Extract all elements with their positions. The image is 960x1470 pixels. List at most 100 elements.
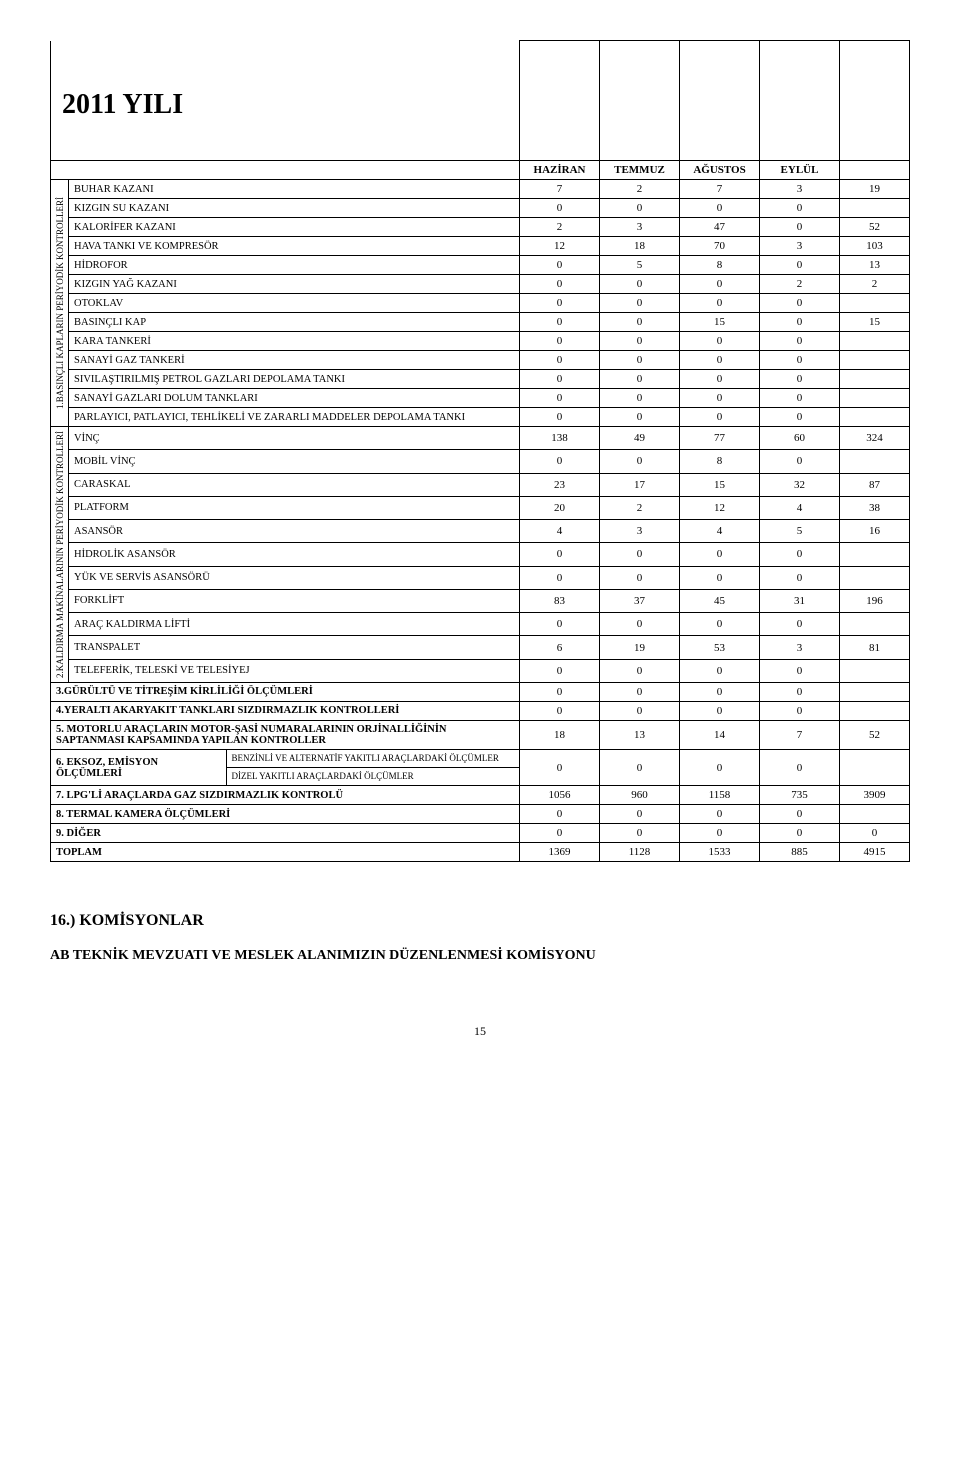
- cell: 0: [600, 351, 680, 370]
- cell: 0: [600, 824, 680, 843]
- row-label: 5. MOTORLU ARAÇLARIN MOTOR-ŞASİ NUMARALA…: [51, 720, 520, 749]
- cell: 19: [840, 180, 910, 199]
- cell: 18: [600, 237, 680, 256]
- cell: 0: [600, 294, 680, 313]
- cell: 0: [520, 805, 600, 824]
- cell: 8: [680, 450, 760, 473]
- cell: 0: [760, 450, 840, 473]
- cell: 14: [680, 720, 760, 749]
- table-row: OTOKLAV0000: [51, 294, 910, 313]
- cell: 196: [840, 589, 910, 612]
- cell: 0: [680, 805, 760, 824]
- cell: 19: [600, 636, 680, 659]
- cell: 38: [840, 496, 910, 519]
- cell: [840, 408, 910, 427]
- cell: 0: [760, 313, 840, 332]
- row-label: 3.GÜRÜLTÜ VE TİTREŞİM KİRLİLİĞİ ÖLÇÜMLER…: [51, 682, 520, 701]
- row-label: 6. EKSOZ, EMİSYON ÖLÇÜMLERİ: [51, 749, 227, 786]
- cell: 37: [600, 589, 680, 612]
- cell: 3: [760, 237, 840, 256]
- cell: 12: [520, 237, 600, 256]
- cell: [840, 450, 910, 473]
- cell: 0: [680, 389, 760, 408]
- main-table: 2011 YILI HAZİRAN TEMMUZ AĞUSTOS EYLÜL 1…: [50, 40, 910, 862]
- cell: 17: [600, 473, 680, 496]
- cell: [840, 543, 910, 566]
- cell: 7: [520, 180, 600, 199]
- cell: 1369: [520, 843, 600, 862]
- cell: [840, 199, 910, 218]
- cell: 8: [680, 256, 760, 275]
- sub-label: BENZİNLİ VE ALTERNATİF YAKITLI ARAÇLARDA…: [226, 749, 519, 767]
- cell: 47: [680, 218, 760, 237]
- cell: 0: [760, 543, 840, 566]
- cell: [840, 613, 910, 636]
- cell: 0: [680, 351, 760, 370]
- sub-label: DİZEL YAKITLI ARAÇLARDAKİ ÖLÇÜMLER: [226, 768, 519, 786]
- row-label: BASINÇLI KAP: [69, 313, 520, 332]
- cell: 0: [520, 256, 600, 275]
- cell: 20: [520, 496, 600, 519]
- cell: 0: [520, 450, 600, 473]
- cell: 103: [840, 237, 910, 256]
- cell: 5: [760, 520, 840, 543]
- cell: 32: [760, 473, 840, 496]
- table-row: SANAYİ GAZ TANKERİ0000: [51, 351, 910, 370]
- cell: 0: [520, 332, 600, 351]
- cell: [840, 749, 910, 786]
- cell: 1158: [680, 786, 760, 805]
- row-label: HİDROFOR: [69, 256, 520, 275]
- table-row: KIZGIN SU KAZANI0000: [51, 199, 910, 218]
- cell: 0: [600, 450, 680, 473]
- cell: 3: [760, 636, 840, 659]
- cell: [840, 294, 910, 313]
- cell: 0: [760, 332, 840, 351]
- cell: 0: [760, 749, 840, 786]
- row-label: TRANSPALET: [69, 636, 520, 659]
- cell: 12: [680, 496, 760, 519]
- table-row: 7. LPG'Lİ ARAÇLARDA GAZ SIZDIRMAZLIK KON…: [51, 786, 910, 805]
- cell: 7: [680, 180, 760, 199]
- cell: 1128: [600, 843, 680, 862]
- cell: 1056: [520, 786, 600, 805]
- cell: 13: [840, 256, 910, 275]
- cell: 2: [600, 180, 680, 199]
- cell: 0: [680, 332, 760, 351]
- row-label: 9. DİĞER: [51, 824, 520, 843]
- cell: 0: [600, 408, 680, 427]
- row-label: ARAÇ KALDIRMA LİFTİ: [69, 613, 520, 636]
- table-row: CARASKAL2317153287: [51, 473, 910, 496]
- row-label: BUHAR KAZANI: [69, 180, 520, 199]
- table-row: 2.KALDIRMA MAKİNALARININ PERİYODİK KONTR…: [51, 427, 910, 450]
- cell: 0: [760, 613, 840, 636]
- cell: 60: [760, 427, 840, 450]
- cell: [840, 682, 910, 701]
- cell: 0: [680, 682, 760, 701]
- cell: 15: [840, 313, 910, 332]
- cell: 0: [520, 370, 600, 389]
- cell: 77: [680, 427, 760, 450]
- cell: 0: [600, 389, 680, 408]
- cell: 3: [760, 180, 840, 199]
- cell: [840, 701, 910, 720]
- cell: 4915: [840, 843, 910, 862]
- cell: 0: [680, 294, 760, 313]
- section-heading: 16.) KOMİSYONLAR: [50, 912, 910, 930]
- table-row: TELEFERİK, TELESKİ VE TELESİYEJ0000: [51, 659, 910, 682]
- title-cell: 2011 YILI: [51, 41, 520, 161]
- col-header: EYLÜL: [760, 161, 840, 180]
- table-row: PLATFORM20212438: [51, 496, 910, 519]
- cell: 7: [760, 720, 840, 749]
- blank-cell: [520, 41, 600, 161]
- cell: [840, 332, 910, 351]
- cell: 324: [840, 427, 910, 450]
- row-label: TOPLAM: [51, 843, 520, 862]
- cell: 0: [520, 566, 600, 589]
- cell: 0: [520, 682, 600, 701]
- cell: [840, 659, 910, 682]
- cell: 15: [680, 313, 760, 332]
- cell: 885: [760, 843, 840, 862]
- cell: 52: [840, 720, 910, 749]
- row-label: ASANSÖR: [69, 520, 520, 543]
- cell: 81: [840, 636, 910, 659]
